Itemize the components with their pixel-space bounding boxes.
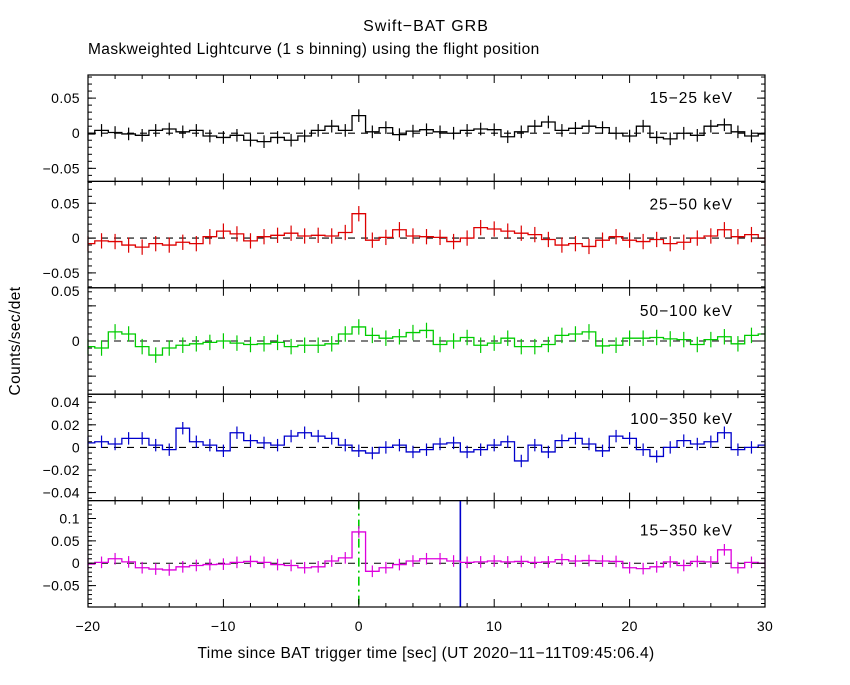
x-axis-title: Time since BAT trigger time [sec] (UT 20…	[197, 645, 654, 662]
y-tick-label: 0.02	[51, 417, 80, 433]
y-tick-label: −0.05	[43, 578, 80, 594]
panel-1: 0.05 0 −0.05 25−50 keV	[43, 180, 766, 289]
panel-2: 0.05 0 50−100 keV	[51, 283, 766, 395]
y-axis-title: Counts/sec/det	[7, 286, 24, 395]
y-tick-label: −0.02	[43, 462, 80, 478]
lightcurve-4	[88, 531, 765, 572]
x-tick-label: 30	[757, 618, 773, 634]
figure-subtitle: Maskweighted Lightcurve (1 s binning) us…	[88, 41, 540, 58]
energy-band-label: 15−350 keV	[640, 523, 733, 540]
y-tick-label: 0.04	[51, 394, 80, 410]
figure-title: Swift−BAT GRB	[363, 18, 489, 35]
y-tick-label: 0.05	[51, 90, 80, 106]
y-tick-label: 0.05	[51, 195, 80, 211]
y-tick-label: −0.04	[43, 485, 80, 501]
energy-band-label: 25−50 keV	[649, 196, 733, 213]
lightcurve-2	[88, 326, 765, 356]
y-tick-label: −0.05	[43, 160, 80, 176]
energy-band-label: 100−350 keV	[630, 411, 733, 428]
y-tick-label: 0.05	[51, 533, 80, 549]
y-tick-label: 0	[72, 439, 80, 455]
panel-0: 0.05 0 −0.05 15−25 keV	[43, 74, 766, 183]
x-axis-tick-labels: −20 −10 0 10 20 30	[76, 618, 773, 634]
y-tick-label: 0.05	[51, 283, 80, 299]
y-tick-label: −0.05	[43, 265, 80, 281]
energy-band-label: 15−25 keV	[649, 90, 733, 107]
y-tick-label: 0.1	[59, 511, 80, 527]
lightcurve-3	[88, 427, 765, 462]
y-tick-label: 0	[72, 333, 80, 349]
panel-4: 0.1 0.05 0 −0.05 15−350 keV	[43, 500, 766, 608]
x-tick-label: 20	[621, 618, 637, 634]
y-tick-label: 0	[72, 125, 80, 141]
panel-3: 0.04 0.02 0 −0.02 −0.04 100−350 keV	[43, 393, 766, 502]
x-tick-label: 0	[355, 618, 363, 634]
energy-band-label: 50−100 keV	[640, 303, 733, 320]
y-tick-label: 0	[72, 230, 80, 246]
y-tick-label: 0	[72, 555, 80, 571]
x-tick-label: −20	[76, 618, 101, 634]
x-tick-label: −10	[211, 618, 236, 634]
x-tick-label: 10	[486, 618, 502, 634]
